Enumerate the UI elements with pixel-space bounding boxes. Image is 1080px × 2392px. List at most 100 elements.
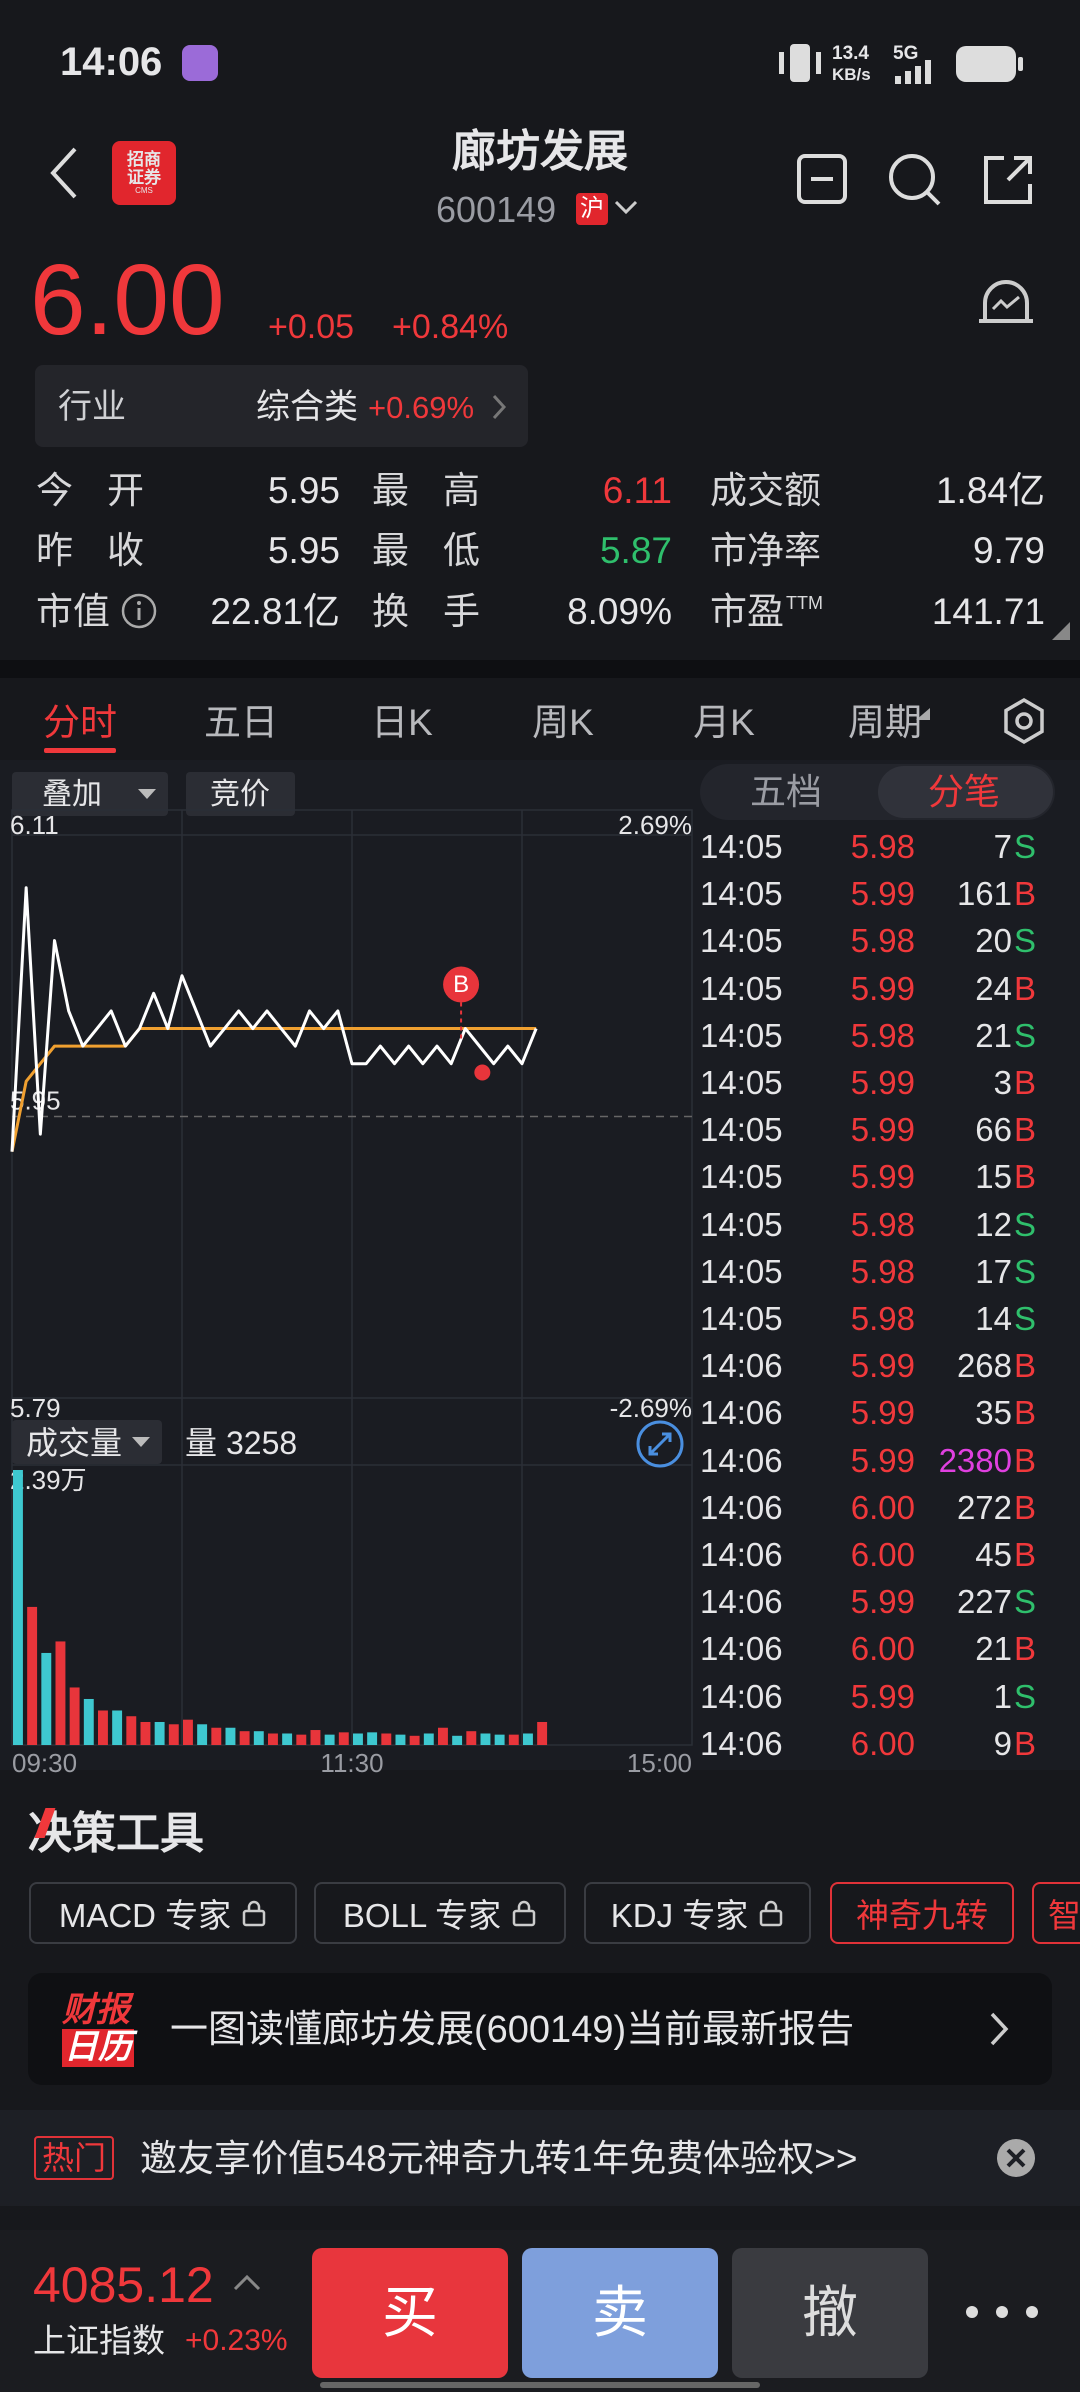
tool-button[interactable]: BOLL 专家 — [314, 1882, 566, 1944]
tick-time: 14:06 — [700, 1583, 783, 1621]
chart-panel — [0, 760, 1080, 1770]
tick-price: 5.98 — [850, 1252, 915, 1290]
fullscreen-button[interactable] — [634, 1418, 686, 1470]
volume-bar — [324, 1734, 335, 1745]
volume-bar — [537, 1721, 548, 1745]
volume-bar — [409, 1735, 420, 1745]
tool-button[interactable]: KDJ 专家 — [584, 1882, 811, 1944]
report-arrow — [990, 2012, 1009, 2046]
volume-bar — [183, 1719, 193, 1745]
more-button[interactable] — [960, 2300, 1060, 2324]
expand-corner[interactable] — [1050, 620, 1072, 642]
volume-bar — [112, 1710, 123, 1745]
app-icon — [182, 45, 218, 81]
tool-button[interactable]: 神奇九转 — [830, 1882, 1014, 1944]
tick-price: 6.00 — [850, 1724, 915, 1762]
period-dropdown[interactable] — [912, 704, 936, 724]
y-tick-label: 5.79 — [10, 1393, 61, 1423]
y2-tick-label: -2.69% — [610, 1393, 692, 1423]
search-button[interactable] — [885, 150, 945, 210]
promo-text: 邀友享价值548元神奇九转1年免费体验权>> — [140, 2138, 858, 2179]
tick-volume: 3 — [993, 1064, 1012, 1101]
tick-side: S — [1014, 1300, 1037, 1337]
tick-side: B — [1014, 1347, 1037, 1385]
tick-time: 14:06 — [700, 1724, 783, 1762]
volume-bar — [508, 1734, 519, 1745]
volume-bar — [438, 1727, 448, 1745]
back-button[interactable] — [45, 145, 85, 201]
tick-volume: 35 — [975, 1394, 1012, 1432]
tick-time: 14:05 — [700, 1300, 783, 1337]
tick-volume: 227 — [956, 1583, 1012, 1621]
volume-bar — [83, 1698, 94, 1745]
tick-volume: 14 — [975, 1300, 1012, 1337]
tick-time: 14:05 — [700, 1205, 783, 1243]
sell-button[interactable]: 卖 — [522, 2248, 718, 2378]
tick-side: S — [1014, 1583, 1037, 1621]
tick-price: 5.98 — [850, 1300, 915, 1337]
report-icon-line: 财报 — [62, 1991, 130, 2029]
tick-price: 5.99 — [850, 1064, 915, 1101]
tool-button[interactable]: 智 — [1032, 1882, 1080, 1944]
minimize-button[interactable] — [795, 152, 855, 206]
promo-bar[interactable] — [0, 2110, 1080, 2206]
tick-volume: 66 — [975, 1111, 1012, 1149]
tab[interactable]: 周K — [532, 702, 594, 743]
order-tab[interactable]: 分笔 — [928, 771, 1001, 812]
plot-frame — [11, 809, 693, 1746]
tick-side: B — [1014, 1158, 1037, 1196]
industry-box[interactable] — [35, 365, 528, 447]
cancel-button[interactable]: 撤 — [732, 2248, 928, 2378]
auction-button[interactable] — [186, 772, 295, 816]
tick-time: 14:06 — [700, 1394, 783, 1432]
info-icon[interactable] — [120, 592, 158, 630]
order-tab[interactable]: 五档 — [750, 771, 823, 812]
tool-label: BOLL 专家 — [342, 1897, 502, 1934]
sell-label: 卖 — [592, 2281, 648, 2344]
industry-label: 行业 — [58, 388, 126, 426]
tick-time: 14:05 — [700, 828, 783, 865]
settings-button[interactable] — [1000, 697, 1048, 745]
share-button[interactable] — [978, 150, 1038, 210]
tick-side: B — [1014, 969, 1037, 1007]
alert-button[interactable] — [975, 275, 1037, 337]
battery-icon — [956, 46, 1023, 82]
tab[interactable]: 月K — [693, 702, 755, 743]
tick-time: 14:06 — [700, 1536, 783, 1573]
tick-time: 14:05 — [700, 875, 783, 913]
tab[interactable]: 分时 — [43, 702, 117, 743]
tick-volume: 20 — [975, 922, 1012, 960]
tick-time: 14:06 — [700, 1441, 783, 1479]
buy-button[interactable]: 买 — [312, 2248, 508, 2378]
tick-volume: 17 — [975, 1252, 1012, 1290]
tab[interactable]: 日K — [371, 702, 433, 743]
tick-price: 5.99 — [850, 969, 915, 1007]
tick-side: S — [1014, 828, 1037, 865]
tick-price: 5.99 — [850, 1677, 915, 1715]
volume-bar — [126, 1716, 137, 1745]
tick-side: B — [1014, 1488, 1037, 1526]
volume-bar — [168, 1724, 179, 1745]
tab[interactable]: 周期 — [848, 702, 922, 743]
report-banner[interactable] — [28, 1973, 1052, 2085]
tick-time: 14:06 — [700, 1677, 783, 1715]
stat-value: 6.11 — [602, 470, 672, 511]
volume-label: 成交量 — [26, 1425, 123, 1461]
volume-bar — [423, 1733, 434, 1745]
overlay-button[interactable] — [12, 772, 168, 816]
tick-side: B — [1014, 1536, 1037, 1573]
broker-logo: 招商证券 CMS — [112, 141, 176, 205]
report-icon: 财报 日历 — [62, 1991, 134, 2067]
overlay-label: 叠加 — [42, 778, 102, 811]
tab[interactable]: 五日 — [204, 702, 278, 743]
promo-close[interactable] — [996, 2138, 1036, 2178]
divider — [0, 660, 1080, 678]
tick-volume: 21 — [975, 1630, 1012, 1668]
tick-side: B — [1014, 875, 1037, 913]
stat-label: 最高 — [372, 470, 514, 511]
volume-bar — [452, 1735, 463, 1745]
tool-button[interactable]: MACD 专家 — [29, 1882, 297, 1944]
code-dropdown[interactable] — [612, 196, 642, 220]
order-tab-active — [878, 766, 1053, 818]
tick-side: S — [1014, 1205, 1037, 1243]
